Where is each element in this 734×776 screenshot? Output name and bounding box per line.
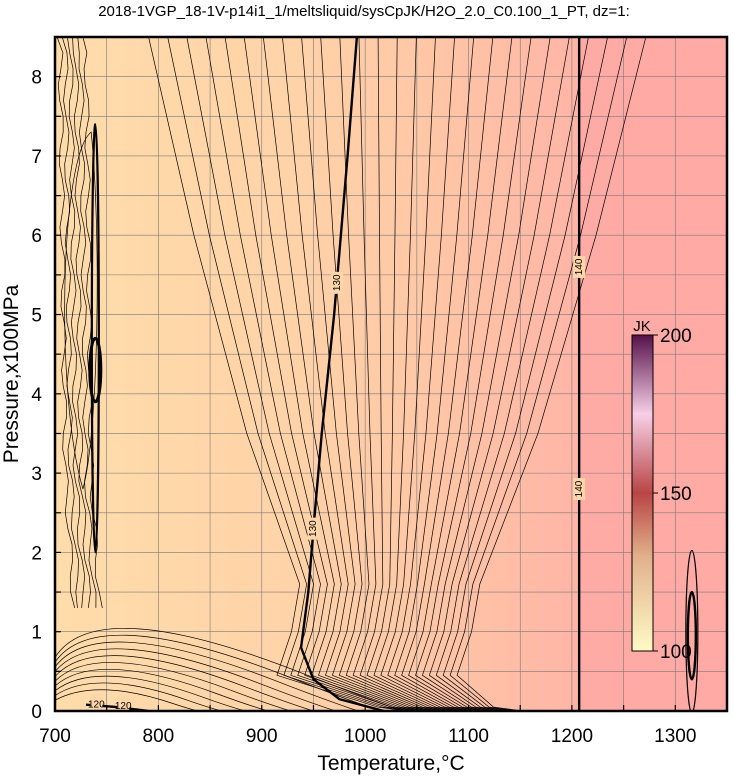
y-tick-label: 0 <box>31 702 42 723</box>
x-axis-label: Temperature,°C <box>317 752 464 775</box>
contour-line <box>359 37 461 711</box>
contour-line <box>380 37 474 711</box>
colorbar-gradient <box>631 334 654 652</box>
y-tick-label: 6 <box>31 226 42 247</box>
dense-contour-knot-right <box>686 590 698 681</box>
contour-line <box>55 668 337 711</box>
contour-line <box>186 37 416 711</box>
contour-features <box>88 123 699 711</box>
contour-line <box>394 37 483 711</box>
y-tick-label: 4 <box>31 385 42 406</box>
contour-lines <box>55 37 647 711</box>
x-tick-label: 1200 <box>551 726 593 747</box>
contour-label: 120 <box>115 701 132 712</box>
contour-line <box>55 634 430 711</box>
y-tick-label: 8 <box>31 68 42 89</box>
contour-line <box>55 689 281 711</box>
contour-label: 120 <box>88 699 105 710</box>
dense-contour-knot-left <box>88 336 103 404</box>
contour-label-bg <box>307 517 320 540</box>
y-axis-label: Pressure,x100MPa <box>0 284 23 463</box>
x-tick-label: 1300 <box>654 726 696 747</box>
contour-label: 130 <box>308 520 319 537</box>
contour-label-bg <box>90 693 103 711</box>
contour-line <box>55 682 299 711</box>
dense-contour-band-right <box>685 549 699 711</box>
y-tick-label: 3 <box>31 464 42 485</box>
contour-line <box>55 655 374 711</box>
contour-line <box>387 37 478 711</box>
labeled-contours: 120 120 130 130 140 140 <box>85 37 586 712</box>
y-axis-tick-labels: 0 1 2 3 4 5 6 7 8 <box>31 68 42 723</box>
chart-title: 2018-1VGP_18-1V-p14i1_1/meltsliquid/sysC… <box>98 3 630 20</box>
x-tick-label: 1100 <box>448 726 489 747</box>
contour-line <box>55 675 318 711</box>
contour-line <box>67 37 86 608</box>
contour-line <box>205 37 421 711</box>
y-tick-label: 7 <box>31 147 42 168</box>
y-tick-label: 2 <box>31 543 42 564</box>
contour-line <box>422 37 551 711</box>
contour-line <box>55 662 356 711</box>
contour-line <box>77 37 97 608</box>
contour-line <box>167 37 412 711</box>
contour-line <box>352 37 456 711</box>
x-tick-label: 900 <box>246 726 278 747</box>
contour-line <box>55 628 449 711</box>
contour-line <box>56 37 76 609</box>
contour-line <box>72 37 91 608</box>
colorbar: JK 100 150 200 <box>631 318 692 663</box>
contour-line <box>282 37 438 711</box>
contour-line <box>415 37 532 711</box>
contour-line <box>428 37 570 711</box>
contour-line <box>408 37 513 711</box>
dense-contour-band-left <box>90 123 100 554</box>
contour-line <box>55 648 393 711</box>
colorbar-tick-label: 200 <box>660 326 692 347</box>
contour-label: 130 <box>332 274 343 291</box>
x-tick-label: 800 <box>143 726 175 747</box>
contour-label-bg <box>573 477 586 500</box>
contour-line <box>224 37 425 711</box>
contour-line <box>320 37 447 711</box>
contour-line <box>61 37 79 608</box>
plot-frame <box>53 35 729 713</box>
contour-line <box>148 37 407 711</box>
x-tick-label: 700 <box>39 726 71 747</box>
contour-label-bg <box>331 271 344 294</box>
contour-label: 140 <box>574 480 585 497</box>
contour-130 <box>299 37 385 711</box>
contour-line <box>449 37 628 711</box>
contour-line <box>373 37 470 711</box>
colorbar-ticks: 100 150 200 <box>653 326 692 663</box>
y-tick-label: 5 <box>31 306 42 327</box>
contour-line <box>442 37 608 711</box>
contour-line <box>366 37 465 711</box>
colorbar-label: JK <box>633 318 651 335</box>
contour-line <box>262 37 434 711</box>
colorbar-tick-label: 100 <box>660 642 692 663</box>
x-tick-label: 1000 <box>344 726 386 747</box>
contour-line <box>243 37 430 711</box>
colorbar-tick-label: 150 <box>660 484 692 505</box>
contour-line <box>456 37 647 711</box>
contour-line <box>401 37 494 711</box>
y-tick-label: 1 <box>31 623 42 644</box>
contour-line <box>339 37 452 711</box>
contour-line <box>301 37 443 711</box>
x-axis-tick-labels: 700 800 900 1000 1100 1200 1300 <box>39 726 696 747</box>
contour-line <box>55 641 412 711</box>
contour-line <box>435 37 589 711</box>
contour-label-bg <box>117 695 130 711</box>
frame-ticks <box>54 36 728 712</box>
contour-label-bg <box>573 255 586 278</box>
contour-label: 140 <box>574 258 585 275</box>
